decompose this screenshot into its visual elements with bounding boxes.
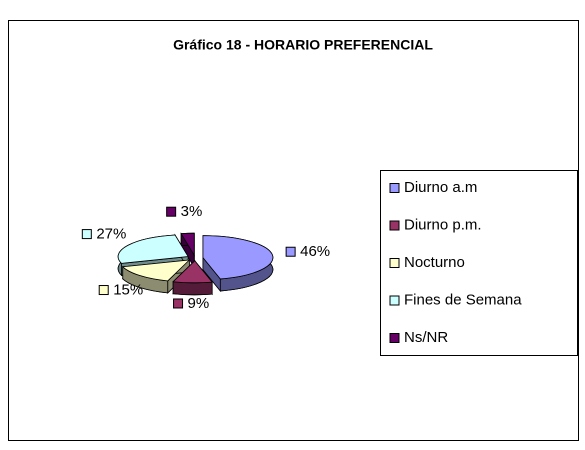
- slice: [117, 234, 189, 264]
- legend-key: [389, 333, 400, 343]
- legend-key: [389, 258, 400, 268]
- value-label: 15%: [113, 281, 143, 298]
- value-label-key: [173, 298, 184, 309]
- value-label-key: [81, 229, 92, 240]
- legend-key: [389, 295, 400, 306]
- value-label: 46%: [300, 243, 330, 260]
- slice: [180, 232, 195, 257]
- value-label: 9%: [188, 295, 210, 312]
- slice-side: [172, 281, 213, 296]
- legend-key: [389, 183, 400, 193]
- legend-box: [380, 170, 578, 356]
- chart-title: Gráfico 18 - HORARIO PREFERENCIAL: [173, 37, 433, 53]
- value-label: 3%: [181, 203, 203, 220]
- value-label-key: [285, 246, 296, 257]
- legend-label: Nocturno: [404, 254, 465, 271]
- legend-label: Ns/NR: [404, 329, 448, 346]
- slice: [121, 259, 191, 282]
- slice: [202, 235, 274, 280]
- legend-label: Diurno a.m: [404, 179, 477, 196]
- value-label: 27%: [96, 226, 126, 243]
- value-label-key: [166, 206, 177, 217]
- legend-label: Diurno p.m.: [404, 216, 482, 233]
- slice: [172, 260, 213, 284]
- legend-label: Fines de Semana: [404, 291, 522, 308]
- value-label-key: [98, 285, 109, 296]
- legend-key: [389, 220, 400, 231]
